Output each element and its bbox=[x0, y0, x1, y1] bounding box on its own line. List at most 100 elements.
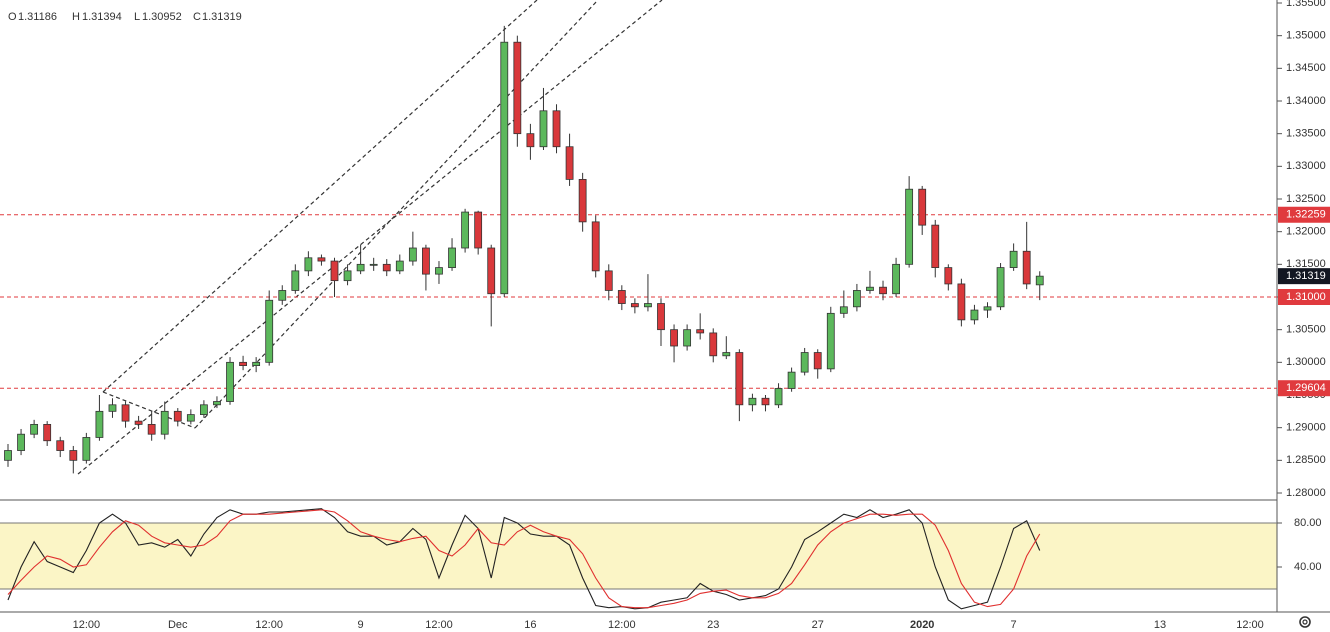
candle-body bbox=[1022, 250, 1031, 285]
candle-body bbox=[957, 283, 966, 321]
candle-body bbox=[291, 270, 300, 291]
candle-body bbox=[369, 263, 378, 266]
settings-icon[interactable] bbox=[1299, 616, 1311, 628]
x-tick-label: 12:00 bbox=[608, 619, 636, 631]
candle-body bbox=[134, 420, 143, 425]
candle-body bbox=[696, 329, 705, 334]
ohlc-label: L bbox=[134, 11, 140, 23]
x-tick-label: 12:00 bbox=[255, 619, 283, 631]
candle-body bbox=[774, 388, 783, 406]
candle-body bbox=[630, 303, 639, 308]
candle-body bbox=[826, 312, 835, 370]
candle-body bbox=[4, 450, 12, 461]
x-tick-label: 23 bbox=[707, 619, 719, 631]
candle-body bbox=[448, 247, 456, 269]
candle-body bbox=[121, 404, 130, 422]
y-tick-label: 1.34000 bbox=[1286, 95, 1326, 107]
stoch-line bbox=[7, 509, 1041, 609]
candle-body bbox=[787, 371, 796, 389]
ohlc-label: H bbox=[72, 11, 80, 23]
candle-body bbox=[30, 423, 39, 435]
candle-body bbox=[853, 290, 861, 308]
level-label-box bbox=[1278, 380, 1330, 397]
candle-body bbox=[395, 260, 404, 272]
candle-body bbox=[761, 397, 770, 406]
candle-body bbox=[670, 329, 678, 347]
candle-body bbox=[382, 263, 391, 272]
x-tick-label: 2020 bbox=[910, 619, 934, 631]
candle-body bbox=[918, 188, 927, 226]
ohlc-value: 1.30952 bbox=[142, 11, 182, 23]
candle-body bbox=[461, 211, 470, 249]
band bbox=[0, 523, 1277, 589]
candle-body bbox=[317, 257, 326, 262]
candle-body bbox=[800, 352, 809, 373]
y-tick-label: 1.28500 bbox=[1286, 454, 1326, 466]
candle-body bbox=[108, 404, 117, 412]
candle-body bbox=[422, 247, 430, 275]
candle-body bbox=[604, 270, 613, 291]
x-tick-label: 16 bbox=[524, 619, 536, 631]
candle-body bbox=[265, 299, 274, 363]
y-tick-label: 1.31500 bbox=[1286, 258, 1326, 270]
x-tick-label: 12:00 bbox=[73, 619, 101, 631]
candle-body bbox=[813, 352, 822, 370]
ohlc-label: C bbox=[193, 11, 201, 23]
candle-body bbox=[500, 41, 509, 295]
candle-body bbox=[526, 133, 535, 148]
candle-body bbox=[17, 433, 25, 451]
candle-body bbox=[43, 423, 52, 442]
candle-body bbox=[408, 247, 417, 262]
candle-body bbox=[56, 440, 65, 451]
candle-body bbox=[879, 286, 887, 295]
ohlc-label: O bbox=[8, 11, 17, 23]
candle-body bbox=[552, 110, 561, 148]
candle-body bbox=[866, 286, 874, 291]
price-label: 1.31319 bbox=[1286, 270, 1326, 282]
candle-body bbox=[931, 224, 940, 268]
candle-body bbox=[591, 221, 600, 272]
channel bbox=[77, 0, 663, 475]
y-tick-label: 1.30500 bbox=[1286, 324, 1326, 336]
candle-body bbox=[683, 329, 692, 347]
candle-body bbox=[709, 332, 718, 357]
candle-body bbox=[539, 110, 548, 148]
candle-body bbox=[578, 178, 587, 223]
candle-body bbox=[983, 306, 992, 311]
candle-body bbox=[839, 306, 848, 314]
candle-body bbox=[905, 188, 914, 265]
y-tick-label: 1.35000 bbox=[1286, 30, 1326, 42]
level-label: 1.29604 bbox=[1286, 382, 1326, 394]
candle-body bbox=[513, 41, 522, 135]
ohlc-value: 1.31319 bbox=[202, 11, 242, 23]
x-tick-label: 13 bbox=[1154, 619, 1166, 631]
candle-body bbox=[147, 423, 156, 435]
level-label-box bbox=[1278, 206, 1330, 223]
candle-body bbox=[892, 263, 900, 295]
candle-body bbox=[996, 267, 1005, 308]
y-tick-label: 1.33500 bbox=[1286, 128, 1326, 140]
candle-body bbox=[1009, 250, 1018, 268]
x-tick-label: 7 bbox=[1011, 619, 1017, 631]
level-label: 1.32259 bbox=[1286, 209, 1326, 221]
price-label-box bbox=[1278, 268, 1330, 285]
candle-body bbox=[82, 437, 91, 461]
candle-body bbox=[944, 267, 953, 285]
candle-body bbox=[644, 303, 652, 308]
y-tick-label: 1.30000 bbox=[1286, 356, 1326, 368]
candle-body bbox=[278, 290, 287, 301]
candle-body bbox=[657, 303, 665, 331]
candle-body bbox=[970, 309, 979, 321]
candle-body bbox=[252, 361, 261, 367]
y-tick-label: 1.35500 bbox=[1286, 0, 1326, 9]
candle-body bbox=[487, 247, 496, 295]
y-tick-label: 1.28000 bbox=[1286, 487, 1326, 499]
y-tick-label: 1.29000 bbox=[1286, 422, 1326, 434]
candle-body bbox=[343, 270, 352, 282]
x-tick-label: 9 bbox=[358, 619, 364, 631]
candle-body bbox=[186, 414, 195, 422]
y-tick-label: 80.00 bbox=[1294, 517, 1322, 529]
x-tick-label: Dec bbox=[168, 619, 188, 631]
level-label: 1.31000 bbox=[1286, 291, 1326, 303]
candle-body bbox=[304, 257, 313, 272]
